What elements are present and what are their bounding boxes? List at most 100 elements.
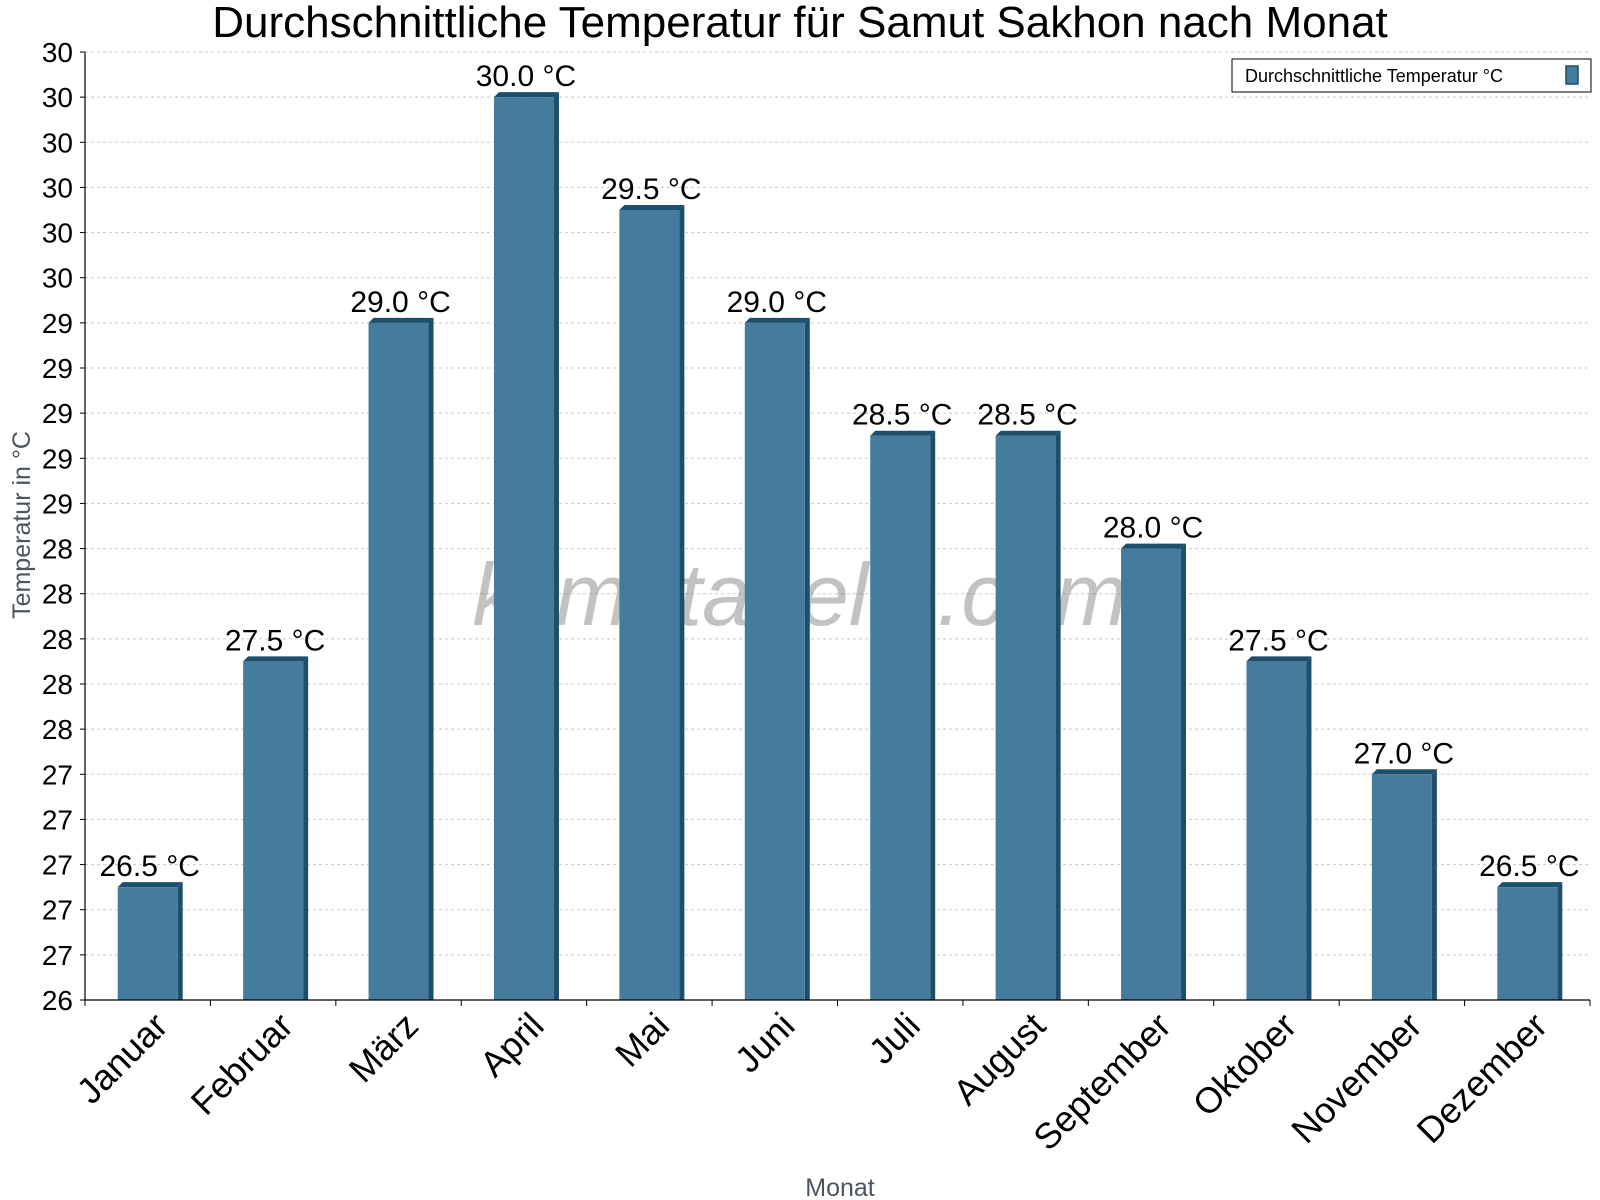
legend-box [1231,58,1592,93]
bar-side [428,317,434,1000]
y-tick-label: 27 [42,804,73,835]
y-tick-label: 28 [42,534,73,565]
y-axis-title: Temperatur in °C [8,431,36,619]
y-tick-label: 26 [42,985,73,1016]
data-label: 27.5 °C [225,624,325,657]
bar-top [744,317,810,323]
bar [619,210,680,1000]
y-tick-label: 28 [42,669,73,700]
x-axis-title: Monat [805,1174,875,1200]
y-tick-label: 27 [42,759,73,790]
bar-side [177,882,183,1000]
bar-top [243,656,309,662]
y-tick-label: 30 [42,263,73,294]
bar-top [1497,882,1563,888]
y-tick-label: 29 [42,443,73,474]
y-tick-label: 27 [42,850,73,881]
y-tick-label: 30 [42,127,73,158]
y-tick-label: 27 [42,895,73,926]
data-label: 28.0 °C [1103,512,1203,545]
data-label: 29.0 °C [350,286,450,319]
bar-top [117,882,183,888]
y-tick-label: 30 [42,172,73,203]
legend-swatch [1565,65,1579,85]
grid-lines [85,51,1590,956]
x-tick-label: September [1025,1005,1179,1159]
x-tick-label: Januar [69,1005,176,1112]
y-tick-label: 28 [42,714,73,745]
data-label: 28.5 °C [977,399,1077,432]
bar-top [995,430,1061,436]
bar-juli [870,430,936,1000]
bar-top [1246,656,1312,662]
bar-side [930,430,936,1000]
x-tick-label: Februar [183,1005,301,1123]
bars [117,92,1563,1000]
y-tick-label: 28 [42,624,73,655]
bar [1371,774,1432,1000]
x-tick-label: Oktober [1185,1005,1305,1125]
data-label: 30.0 °C [476,60,576,93]
x-tick-label: März [341,1005,427,1091]
bar-top [368,317,434,323]
x-tick-label: Juli [861,1005,928,1072]
bar-mai [619,205,685,1000]
bar-top [619,205,685,210]
bar-dezember [1497,882,1563,1000]
data-label: 28.5 °C [852,399,952,432]
y-tick-label: 29 [42,353,73,384]
legend: Durchschnittliche Temperatur °C [1231,58,1592,93]
bar-side [1431,769,1437,1000]
legend-label: Durchschnittliche Temperatur °C [1245,66,1503,86]
x-tick-label: Juni [727,1005,803,1081]
bar-januar [117,882,183,1000]
chart-title: Durchschnittliche Temperatur für Samut S… [212,0,1388,47]
bar [243,661,304,1000]
x-axis-ticks: Januar Februar März April Mai Juni Juli AugustS… [69,1000,1591,1159]
bar [493,97,554,1000]
y-tick-label: 29 [42,398,73,429]
bar [117,887,178,1000]
bar [870,435,931,1000]
x-tick-label: August [945,1005,1053,1113]
data-label: 29.0 °C [727,286,827,319]
y-tick-label: 30 [42,37,73,68]
y-tick-label: 28 [42,579,73,610]
x-tick-label: November [1283,1005,1429,1151]
bar [1497,887,1558,1000]
bar [995,435,1056,1000]
bar-top [1121,543,1187,549]
bar [1246,661,1307,1000]
bar-side [1306,656,1312,1000]
bar-top [870,430,936,436]
data-label: 29.5 °C [601,173,701,206]
data-label: 27.5 °C [1228,624,1328,657]
bar-april [493,92,559,1000]
bar-september [1121,543,1187,1000]
y-tick-label: 30 [42,82,73,113]
bar-side [1557,882,1563,1000]
bar-oktober [1246,656,1312,1000]
data-label: 27.0 °C [1354,737,1454,770]
axes [84,52,1590,1001]
y-tick-label: 27 [42,940,73,971]
y-tick-label: 29 [42,488,73,519]
x-tick-label: Dezember [1409,1005,1555,1151]
bar [744,322,805,1000]
bar-top [1371,769,1437,775]
data-label: 26.5 °C [100,850,200,883]
data-label: 26.5 °C [1479,850,1579,883]
x-tick-label: Mai [607,1005,677,1075]
bar-top [493,92,559,98]
bar-side [553,92,559,1000]
bar [1121,548,1182,1000]
bar-juni [744,317,810,1000]
y-tick-label: 30 [42,218,73,249]
bar-august [995,430,1061,1000]
bar-märz [368,317,434,1000]
bar-side [804,317,810,1000]
bar-side [679,205,685,1000]
bar-februar [243,656,309,1000]
bar [368,322,429,1000]
